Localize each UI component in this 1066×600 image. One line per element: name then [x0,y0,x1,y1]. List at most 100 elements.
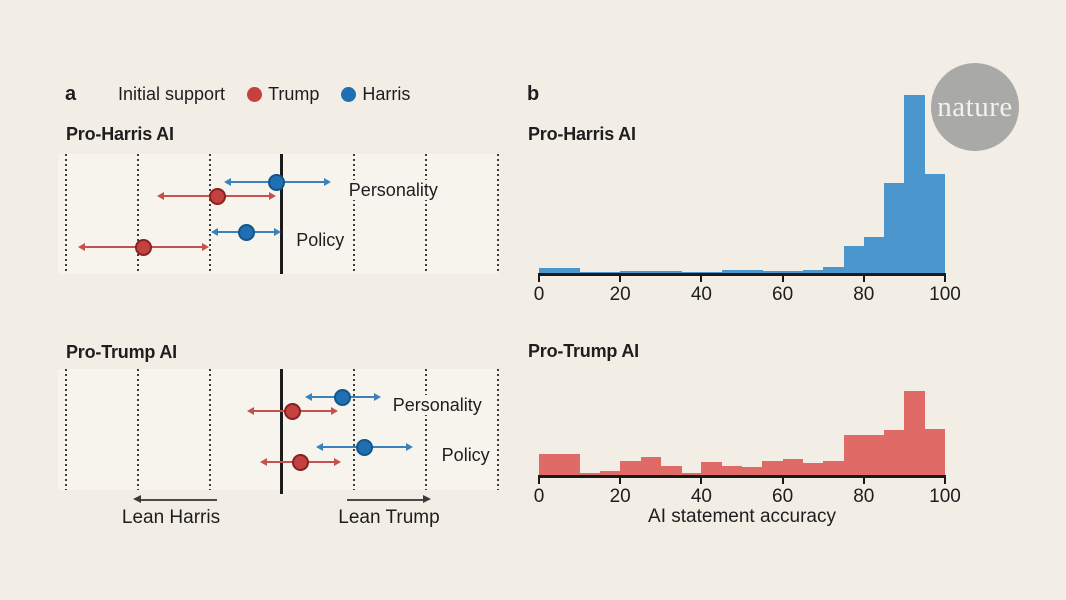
histogram-title-pro-trump: Pro-Trump AI [528,341,639,361]
x-axis-tick [619,478,622,484]
gridline [209,369,211,490]
gridline [425,154,427,274]
ci-cap-right-harris [273,228,281,236]
histogram-bar [640,271,662,273]
x-axis-label: AI statement accuracy [648,506,836,527]
x-axis-tick-label: 0 [533,486,545,507]
trump-swatch-icon [247,86,263,102]
data-point-trump [134,238,152,256]
gridline [137,154,139,274]
histogram-bar [559,454,581,475]
x-axis-tick-label: 100 [929,284,961,305]
histogram-bar [701,272,723,273]
histogram-bar [559,268,581,273]
x-axis-tick-label: 40 [690,284,712,305]
histogram-bar [843,435,865,475]
ci-cap-left-harris [211,228,219,236]
x-axis [538,475,946,478]
histogram-bar [742,270,763,273]
x-axis-tick [538,478,540,484]
category-label: Personality [345,180,441,200]
histogram-bar [802,463,824,475]
category-label: Policy [293,230,348,250]
data-point-harris [333,388,351,406]
x-axis-tick [781,276,784,282]
histogram-bar [620,271,641,273]
histogram-bar [762,271,784,273]
histogram-bar [701,462,723,475]
legend: Initial support Trump Harris [118,85,410,103]
dotplot-pro-trump: Personality Policy [58,369,499,494]
x-axis-tick-label: 100 [929,486,961,507]
data-point-harris [268,173,286,191]
histogram-bar [823,267,844,273]
ci-cap-left-trump [259,458,267,466]
legend-item-trump-label: Trump [268,84,320,104]
x-axis-tick-label: 20 [609,284,631,305]
histogram-bar [884,183,905,273]
histogram-bar [823,461,844,475]
gridline [353,369,355,490]
histogram-bar [579,473,601,475]
ci-cap-left-trump [247,407,255,415]
gridline [497,154,499,274]
lean-trump-arrow-icon [347,495,431,504]
zero-line [280,369,283,494]
lean-trump-label: Lean Trump [338,507,440,528]
histogram-bar [884,430,905,475]
x-axis [538,273,946,276]
ci-cap-right-trump [334,458,342,466]
histogram-bar [681,272,702,273]
ci-cap-right-harris [406,443,414,451]
histogram-bar [660,466,682,475]
ci-cap-left-trump [157,192,165,200]
histogram-bar [782,271,804,273]
histogram-pro-harris [539,93,946,273]
x-axis-tick-label: 40 [690,486,712,507]
histogram-bar [863,435,885,475]
histogram-bar [599,272,621,273]
histogram-bar [579,272,601,273]
histogram-bar [721,270,743,273]
legend-item-harris-label: Harris [362,84,411,104]
legend-title: Initial support [118,84,226,104]
histogram-bar [924,174,946,273]
x-axis-tick [944,276,946,282]
lean-harris-label: Lean Harris [121,507,221,528]
ci-cap-right-harris [324,178,332,186]
dotplot-title-pro-trump: Pro-Trump AI [66,342,177,362]
x-axis-tick [862,276,865,282]
x-axis-tick-label: 0 [533,284,545,305]
category-label: Personality [389,395,485,415]
gridline [353,154,355,274]
ci-cap-left-trump [78,243,86,251]
data-point-trump [284,402,302,420]
histogram-bar [681,473,702,475]
category-label: Policy [438,445,493,465]
ci-cap-right-trump [201,243,209,251]
histogram-bar [843,246,865,273]
x-axis-tick [538,276,540,282]
histogram-bar [640,457,662,475]
harris-swatch-icon [341,86,357,102]
x-axis-tick [619,276,622,282]
ci-cap-right-trump [330,407,338,415]
nature-logo: nature [931,63,1019,151]
dotplot-pro-harris: Personality Policy [58,154,499,274]
histogram-bar [924,429,946,475]
gridline [209,154,211,274]
histogram-bar [721,466,743,475]
histogram-title-pro-harris: Pro-Harris AI [528,124,636,144]
zero-line [280,154,283,274]
x-axis-tick [781,478,784,484]
data-point-harris [237,223,255,241]
x-axis-tick [700,478,703,484]
histogram-pro-trump [539,375,946,475]
legend-item-harris: Harris [341,85,410,103]
gridline [65,154,67,274]
ci-cap-left-harris [305,393,313,401]
gridline [497,369,499,490]
ci-cap-right-trump [269,192,277,200]
nature-logo-text: nature [937,90,1013,123]
